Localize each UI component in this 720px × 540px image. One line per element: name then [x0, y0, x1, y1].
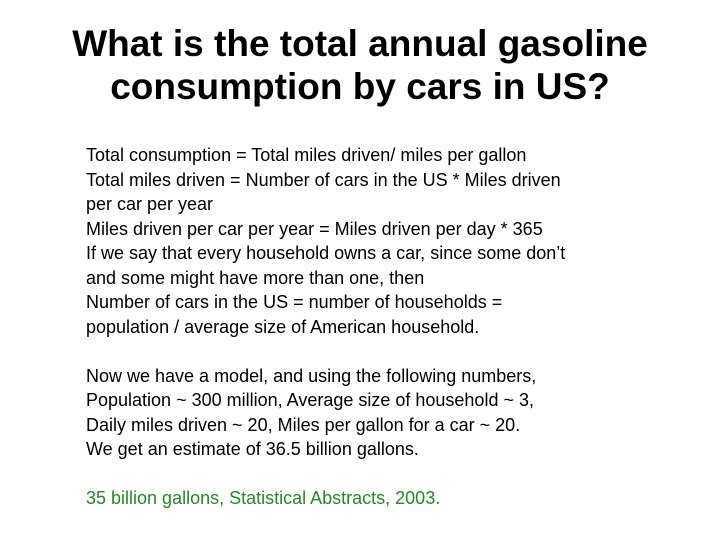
body-line: If we say that every household owns a ca… — [86, 243, 566, 263]
body-line: population / average size of American ho… — [86, 316, 480, 337]
source-paragraph: 35 billion gallons, Statistical Abstract… — [86, 486, 706, 511]
body-line: Total consumption = Total miles driven/ … — [86, 145, 527, 165]
title-line: consumption by cars in US? — [110, 66, 610, 107]
model-paragraph: Total consumption = Total miles driven/ … — [86, 143, 706, 339]
body-line: We get an estimate of 36.5 billion gallo… — [86, 439, 419, 459]
paragraph-spacer — [86, 462, 706, 487]
title-line: What is the total annual gasoline — [72, 23, 648, 64]
slide-body: Total consumption = Total miles driven/ … — [86, 143, 706, 511]
body-line: Now we have a model, and using the follo… — [86, 365, 537, 386]
body-line: Miles driven per car per year = Miles dr… — [86, 218, 543, 239]
paragraph-spacer — [86, 339, 706, 364]
body-line: Population ~ 300 million, Average size o… — [86, 390, 534, 410]
slide-title: What is the total annual gasoline consum… — [0, 22, 720, 108]
estimate-paragraph: Now we have a model, and using the follo… — [86, 364, 706, 462]
source-line: 35 billion gallons, Statistical Abstract… — [86, 488, 441, 508]
body-line: Total miles driven = Number of cars in t… — [86, 169, 561, 190]
body-line: Number of cars in the US = number of hou… — [86, 292, 503, 312]
body-line: and some might have more than one, then — [86, 267, 425, 288]
body-line: per car per year — [86, 194, 214, 214]
body-line: Daily miles driven ~ 20, Miles per gallo… — [86, 414, 521, 435]
